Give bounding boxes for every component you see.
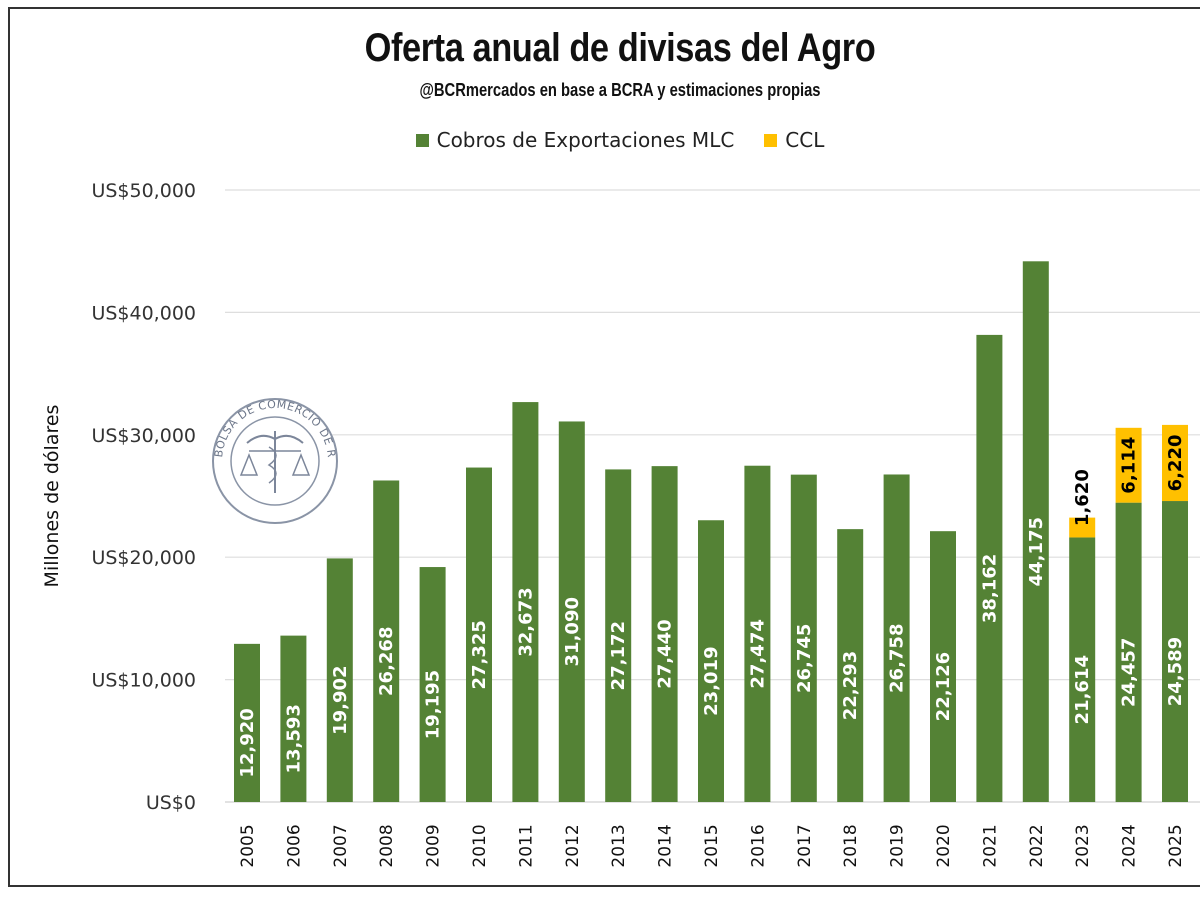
bar-label-mlc: 32,673	[515, 587, 536, 656]
y-tick-label: US$10,000	[91, 670, 196, 692]
bar-mlc	[883, 474, 910, 802]
y-tick-label: US$20,000	[91, 547, 196, 569]
x-tick-label: 2007	[331, 824, 351, 867]
x-tick-label: 2009	[424, 824, 444, 867]
bar-label-ccl: 6,220	[1165, 434, 1186, 491]
bar-label-mlc: 26,745	[794, 624, 815, 693]
legend-label-mlc: Cobros de Exportaciones MLC	[436, 128, 735, 152]
bar-label-mlc: 19,195	[423, 670, 444, 739]
bar-mlc	[651, 466, 678, 802]
bar-label-mlc: 27,325	[469, 620, 490, 689]
y-tick-label: US$0	[146, 792, 196, 814]
bar-label-mlc: 27,474	[747, 619, 768, 688]
bar-label-mlc: 31,090	[562, 597, 583, 666]
x-tick-label: 2016	[748, 824, 768, 867]
x-tick-label: 2017	[795, 824, 815, 867]
y-axis-ticks: US$0 US$10,000 US$20,000 US$30,000 US$40,000…	[91, 180, 196, 814]
bar-mlc	[744, 465, 771, 802]
bar-ccl	[1115, 427, 1142, 503]
chart-subtitle: @BCRmercados en base a BCRA y estimacion…	[419, 80, 821, 100]
bar-label-mlc: 27,440	[655, 619, 676, 688]
legend-item-mlc: Cobros de Exportaciones MLC	[415, 128, 735, 152]
bar-mlc	[419, 567, 446, 802]
bar-mlc	[234, 643, 260, 802]
x-tick-label: 2008	[377, 824, 397, 867]
chart-frame	[8, 7, 1200, 887]
x-tick-label: 2005	[238, 824, 258, 867]
bar-mlc	[837, 529, 864, 802]
bar-mlc	[605, 469, 632, 802]
chart-title: Oferta anual de divisas del Agro	[364, 26, 876, 70]
bar-mlc	[373, 480, 400, 802]
x-tick-label: 2019	[888, 824, 908, 867]
bar-mlc	[1162, 501, 1188, 802]
x-tick-label: 2023	[1073, 824, 1093, 867]
y-tick-label: US$30,000	[91, 425, 196, 447]
bar-label-mlc: 26,758	[887, 624, 908, 693]
bar-label-mlc: 24,457	[1119, 638, 1140, 707]
bar-mlc	[1022, 261, 1049, 803]
bar-mlc	[698, 520, 724, 802]
legend-item-ccl: CCL	[764, 128, 824, 152]
bar-mlc	[930, 531, 956, 802]
x-tick-label: 2010	[470, 824, 490, 867]
x-tick-label: 2022	[1027, 824, 1047, 867]
bar-label-mlc: 22,126	[933, 652, 954, 721]
bar-mlc	[326, 558, 353, 802]
bar-mlc	[1069, 537, 1096, 802]
x-tick-label: 2018	[841, 824, 861, 867]
bar-mlc	[512, 402, 539, 802]
x-tick-label: 2006	[284, 824, 304, 867]
bar-label-mlc: 21,614	[1072, 655, 1093, 724]
x-tick-label: 2014	[656, 824, 676, 867]
bar-ccl	[1162, 424, 1188, 502]
bar-label-mlc: 27,172	[608, 621, 629, 690]
bar-label-mlc: 26,268	[376, 627, 397, 696]
bar-ccl	[1069, 517, 1096, 538]
x-axis-labels: 2005 2006 2007 2008 2009 2010 2011 2012 2013 2014…	[238, 824, 1186, 867]
legend-swatch-mlc	[415, 133, 429, 147]
bar-label-mlc: 44,175	[1026, 517, 1047, 586]
x-tick-label: 2012	[563, 824, 583, 867]
bar-mlc	[280, 635, 307, 802]
bar-label-mlc: 24,589	[1165, 637, 1186, 706]
bars: 12,920 13,593 19,902 26,268 19,195 27,325 32,6…	[234, 261, 1188, 803]
bar-label-ccl: 1,620	[1072, 469, 1093, 526]
bar-label-ccl: 6,114	[1119, 437, 1140, 494]
bar-label-mlc: 22,293	[840, 651, 861, 720]
bar-label-mlc: 38,162	[979, 554, 1000, 623]
bar-label-mlc: 19,902	[330, 665, 351, 734]
bar-mlc	[976, 334, 1003, 802]
y-tick-label: US$40,000	[91, 302, 196, 324]
y-tick-label: US$50,000	[91, 180, 196, 202]
legend-label-ccl: CCL	[785, 128, 825, 152]
bar-mlc	[1115, 502, 1142, 802]
bar-label-mlc: 13,593	[283, 704, 304, 773]
bar-label-mlc: 12,920	[237, 708, 258, 777]
x-tick-label: 2011	[516, 824, 536, 867]
x-tick-label: 2025	[1166, 824, 1186, 867]
bcr-seal-watermark: BOLSA DE COMERCIO DE ROSARIO	[212, 398, 338, 524]
x-tick-label: 2021	[980, 824, 1000, 867]
bar-mlc	[558, 421, 585, 802]
bar-label-mlc: 23,019	[701, 646, 722, 715]
x-tick-label: 2024	[1120, 824, 1140, 867]
chart-legend: Cobros de Exportaciones MLC CCL	[0, 128, 1200, 152]
x-tick-label: 2020	[934, 824, 954, 867]
legend-swatch-ccl	[764, 133, 778, 147]
bar-mlc	[466, 467, 492, 802]
x-tick-label: 2015	[702, 824, 722, 867]
bar-mlc	[790, 474, 817, 802]
x-tick-label: 2013	[609, 824, 629, 867]
